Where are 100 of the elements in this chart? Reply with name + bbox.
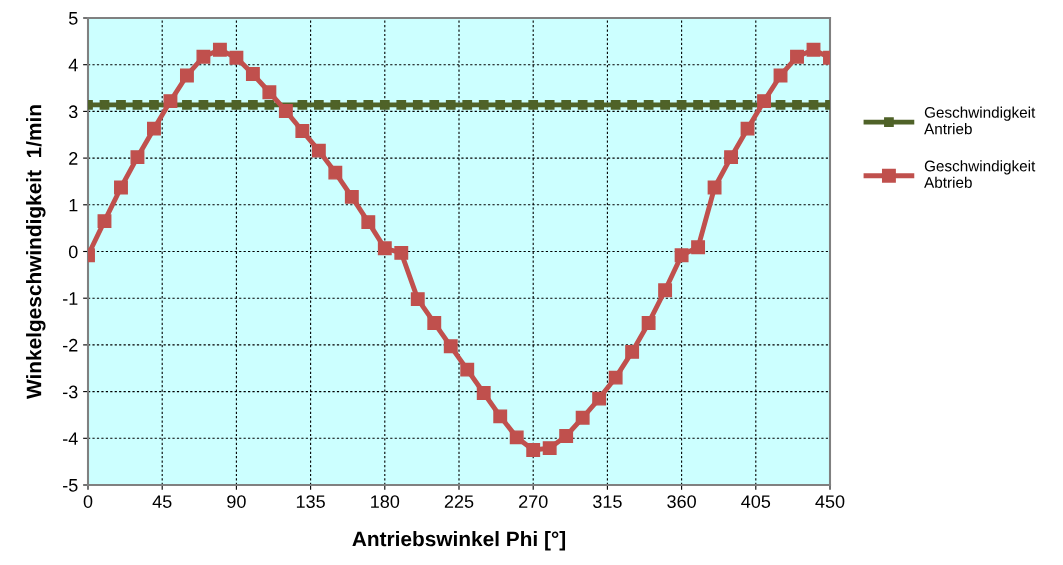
point xyxy=(660,100,670,110)
point xyxy=(577,100,588,110)
point xyxy=(575,410,590,425)
point xyxy=(594,100,605,110)
point xyxy=(773,68,788,83)
point xyxy=(726,100,736,110)
y-tick-label: 0 xyxy=(68,245,78,259)
point xyxy=(544,100,555,110)
point xyxy=(182,100,192,110)
y-axis-title: Winkelgeschwindigkeit 1/min xyxy=(26,105,46,399)
point xyxy=(808,100,819,110)
point xyxy=(311,143,326,158)
point xyxy=(542,441,557,456)
point xyxy=(149,100,159,110)
y-tick-label: -3 xyxy=(63,385,78,399)
x-axis-title: Antriebswinkel Phi [°] xyxy=(352,531,566,551)
point xyxy=(396,100,407,110)
point xyxy=(163,94,178,109)
y-tick-label: -1 xyxy=(63,292,78,305)
y-tick-label: 2 xyxy=(69,152,78,165)
point xyxy=(278,103,293,118)
point xyxy=(410,292,425,307)
point xyxy=(559,429,574,443)
y-tick-label: -5 xyxy=(63,479,78,492)
x-tick-label: 45 xyxy=(152,495,172,508)
y-tick-label: 5 xyxy=(68,12,78,25)
point xyxy=(641,316,656,330)
x-tick-label: 135 xyxy=(296,495,325,508)
point xyxy=(99,100,110,110)
x-tick-label: 405 xyxy=(741,495,771,508)
point xyxy=(592,391,607,406)
point xyxy=(297,100,308,110)
point xyxy=(328,165,343,180)
point xyxy=(245,67,260,81)
point xyxy=(526,443,541,457)
point xyxy=(610,100,621,110)
point xyxy=(344,189,359,204)
point xyxy=(313,100,324,110)
y-tick-label: -4 xyxy=(63,432,78,445)
point xyxy=(495,100,506,110)
x-tick-label: 0 xyxy=(83,495,93,508)
x-tick-label: 360 xyxy=(667,495,696,508)
x-tick-label: 315 xyxy=(593,495,622,508)
point xyxy=(147,121,161,136)
point xyxy=(707,180,722,195)
point xyxy=(790,49,804,64)
x-tick-label: 180 xyxy=(371,495,400,508)
point xyxy=(330,100,341,110)
y-tick-label: 4 xyxy=(68,58,78,72)
point xyxy=(198,100,209,110)
point xyxy=(478,100,489,110)
point xyxy=(427,316,442,330)
x-tick-label: 90 xyxy=(227,495,246,508)
point xyxy=(377,241,392,256)
y-tick-label: 1 xyxy=(69,198,78,212)
point xyxy=(97,214,112,229)
point xyxy=(114,180,128,195)
point xyxy=(740,121,755,136)
point xyxy=(493,409,508,424)
point xyxy=(443,339,458,354)
point xyxy=(643,100,654,110)
point xyxy=(295,124,310,138)
point xyxy=(806,42,821,57)
point xyxy=(742,100,753,110)
point xyxy=(561,100,572,110)
point xyxy=(361,215,376,230)
point xyxy=(346,100,357,110)
point xyxy=(625,344,640,359)
point xyxy=(394,245,409,260)
point xyxy=(363,100,374,110)
point xyxy=(262,85,277,100)
point xyxy=(248,100,258,110)
point xyxy=(691,240,706,255)
point xyxy=(608,370,623,385)
point xyxy=(509,430,524,445)
y-tick-label: -2 xyxy=(63,338,78,352)
point xyxy=(412,100,423,110)
point xyxy=(445,100,456,110)
point xyxy=(460,362,475,377)
legend-label: Geschwindigkeit Antrieb xyxy=(924,106,1036,135)
point xyxy=(627,100,637,110)
point xyxy=(775,100,786,110)
point xyxy=(724,150,739,165)
point xyxy=(196,49,211,64)
point xyxy=(379,100,390,110)
point xyxy=(658,283,673,298)
point xyxy=(130,150,145,165)
point xyxy=(693,100,703,110)
x-tick-label: 225 xyxy=(444,495,474,508)
point xyxy=(476,386,491,400)
legend-label: Geschwindigkeit Abtrieb xyxy=(924,160,1036,188)
point xyxy=(792,100,802,110)
point xyxy=(212,42,227,57)
point xyxy=(674,248,689,263)
y-tick-label: 3 xyxy=(68,105,78,119)
point xyxy=(511,100,522,110)
point xyxy=(528,100,539,110)
point xyxy=(215,100,225,110)
point xyxy=(132,100,143,110)
point xyxy=(709,100,720,110)
